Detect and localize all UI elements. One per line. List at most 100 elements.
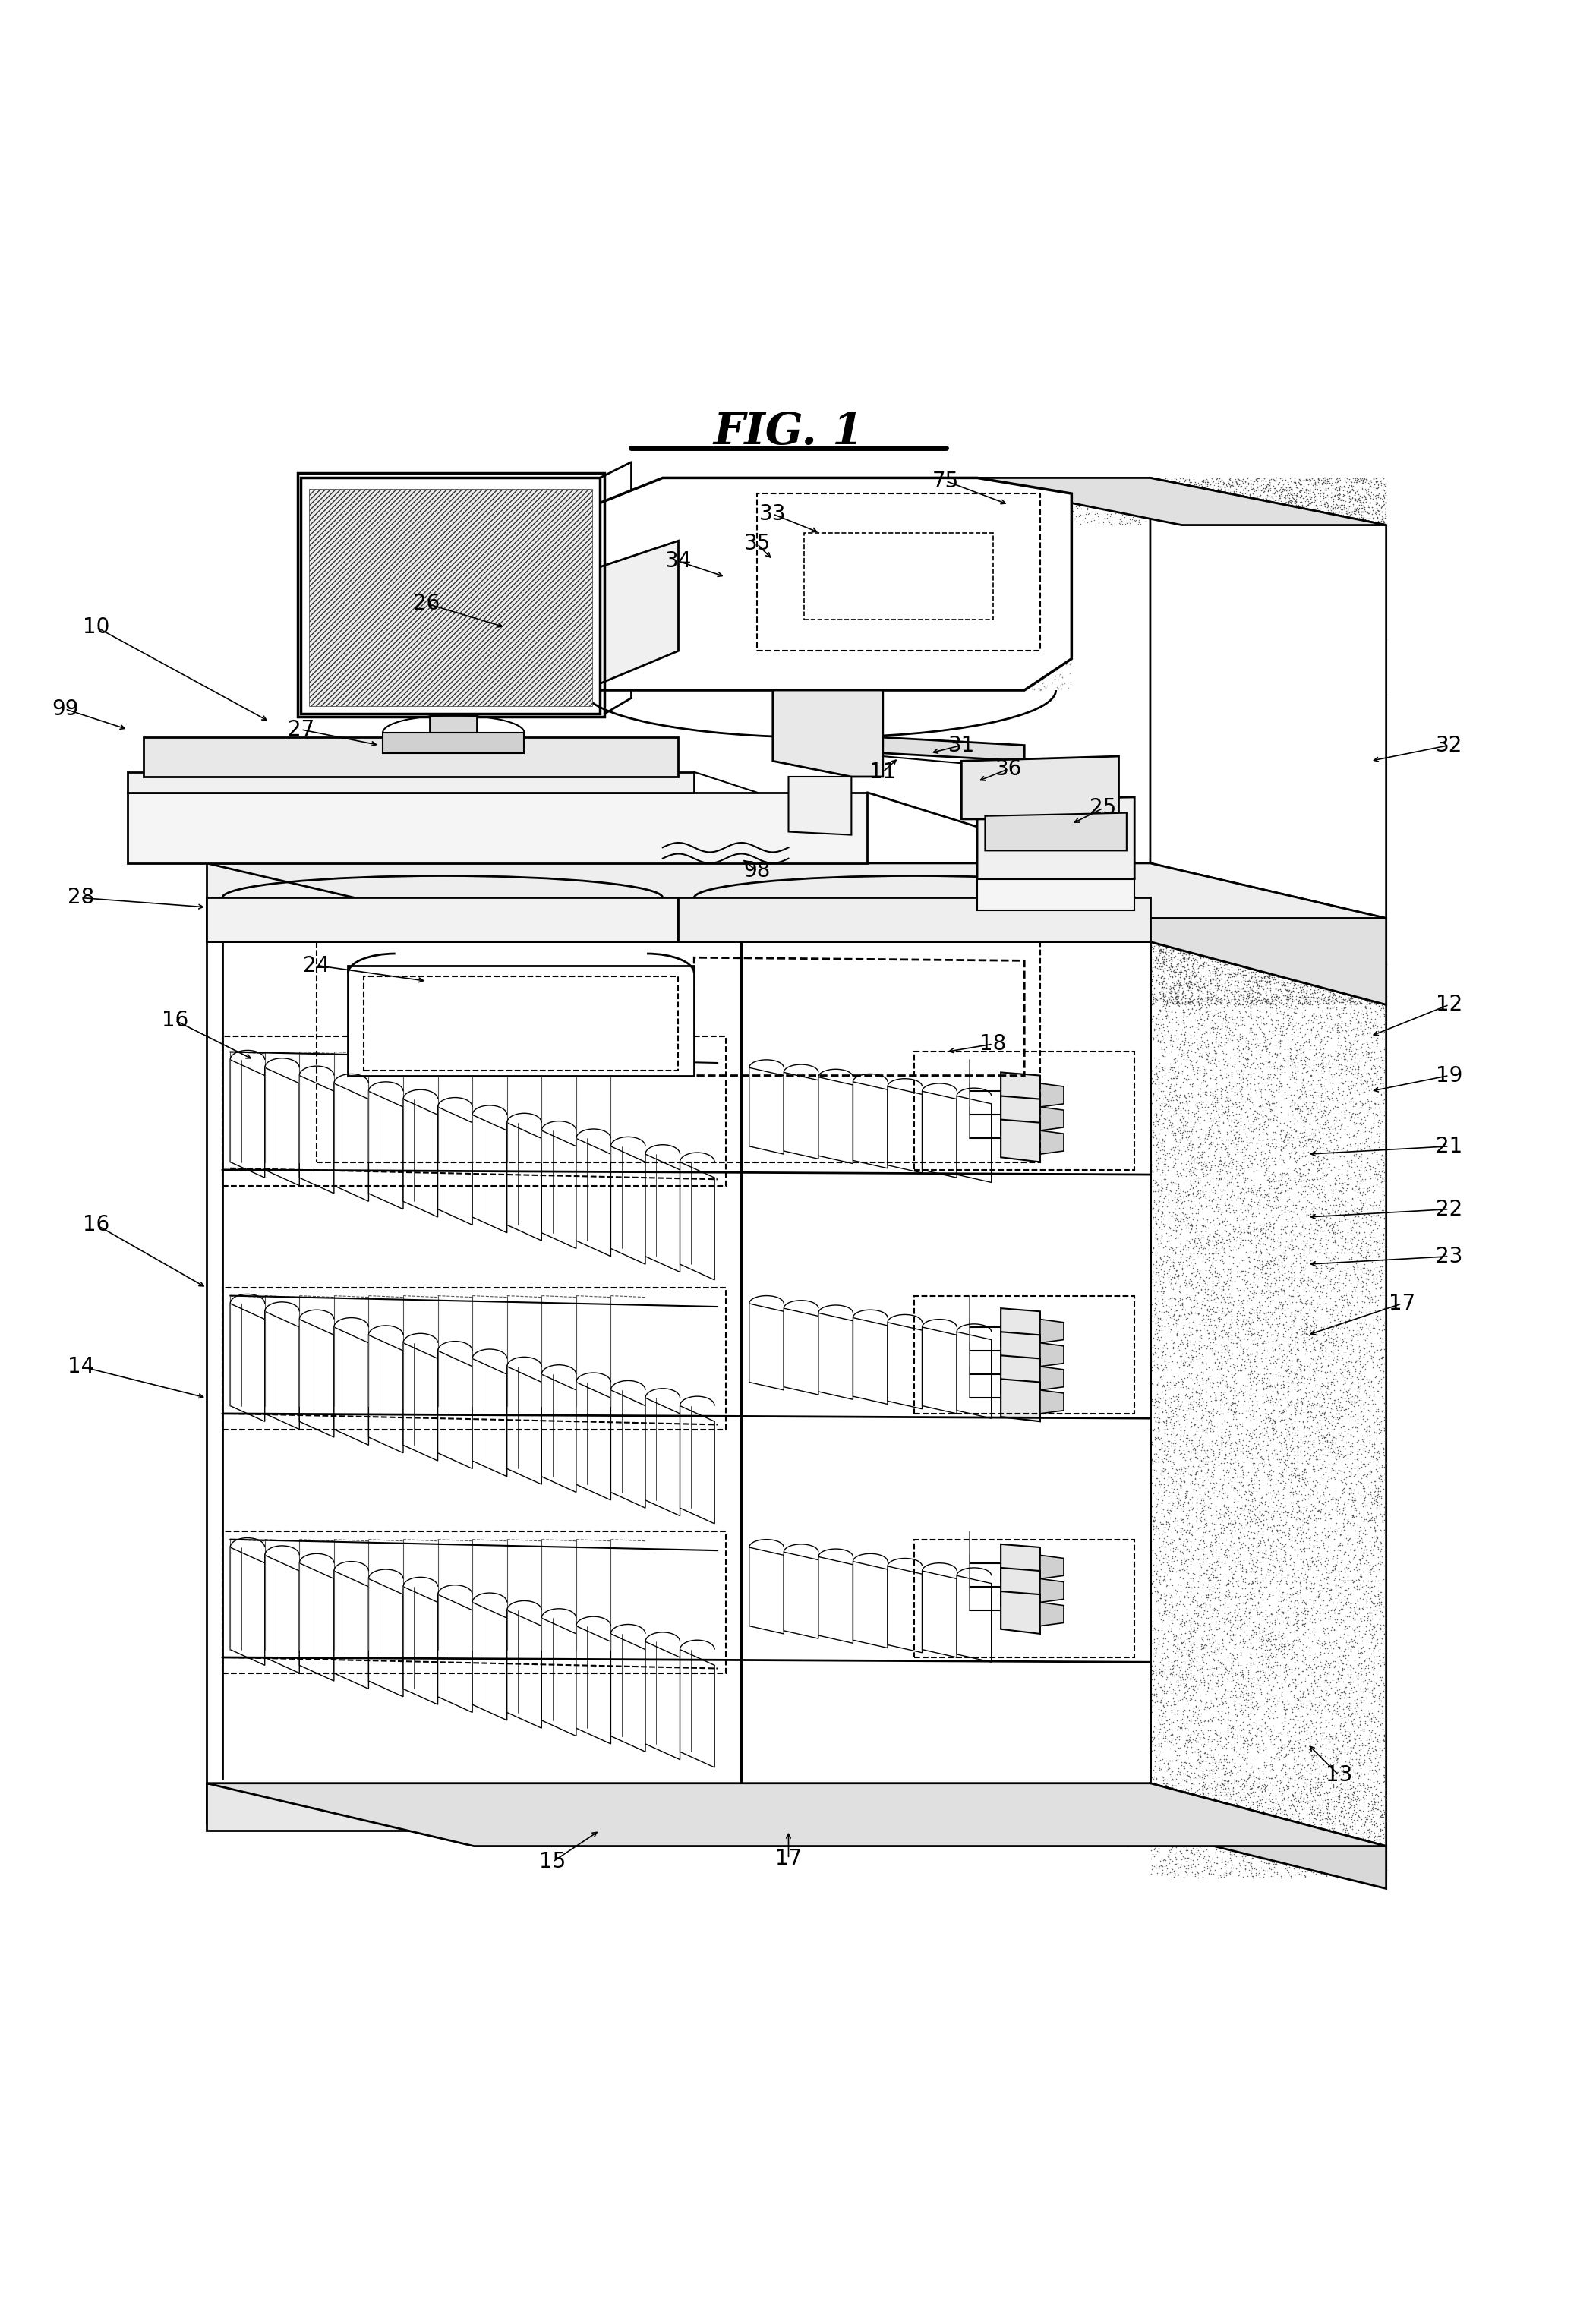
Point (1183, 992, 1208, 1030)
Point (1364, 1441, 1389, 1478)
Point (987, 467, 1012, 504)
Point (1370, 916, 1396, 953)
Point (1254, 713, 1279, 751)
Point (1265, 1178, 1290, 1215)
Point (1186, 1525, 1211, 1562)
Point (1169, 1141, 1194, 1178)
Point (1194, 806, 1219, 844)
Point (1331, 597, 1356, 634)
Point (588, 1806, 613, 1843)
Point (1244, 1487, 1269, 1525)
Point (702, 539, 727, 576)
Point (907, 593, 932, 630)
Point (1331, 562, 1356, 600)
Point (1334, 834, 1359, 872)
Point (558, 1799, 583, 1836)
Point (1236, 1055, 1262, 1092)
Point (1322, 1513, 1347, 1550)
Point (1233, 1020, 1258, 1057)
Point (1240, 1664, 1265, 1701)
Point (1251, 1190, 1276, 1227)
Point (1197, 1820, 1222, 1857)
Point (1057, 488, 1082, 525)
Point (213, 1627, 238, 1664)
Point (844, 521, 869, 558)
Point (1271, 1662, 1296, 1699)
Point (1355, 581, 1380, 618)
Point (585, 1796, 610, 1834)
Point (1247, 946, 1273, 983)
Point (1287, 892, 1312, 930)
Point (990, 583, 1016, 621)
Point (1210, 934, 1235, 971)
Point (913, 479, 938, 516)
Point (1251, 944, 1276, 981)
Point (1364, 1815, 1389, 1852)
Point (1184, 1174, 1210, 1211)
Point (1143, 1676, 1169, 1713)
Point (1244, 558, 1269, 595)
Point (1252, 488, 1277, 525)
Point (211, 1534, 237, 1571)
Point (1211, 632, 1236, 669)
Point (710, 600, 735, 637)
Point (1243, 892, 1268, 930)
Point (1197, 832, 1222, 869)
Point (1213, 1848, 1238, 1885)
Point (1342, 539, 1367, 576)
Point (1022, 588, 1047, 625)
Point (1271, 1615, 1296, 1652)
Point (724, 483, 749, 521)
Point (1030, 618, 1055, 655)
Point (1344, 1594, 1369, 1631)
Point (785, 544, 811, 581)
Point (1172, 1297, 1197, 1334)
Point (1367, 1064, 1392, 1102)
Point (1087, 1817, 1112, 1855)
Point (227, 1067, 252, 1104)
Point (1323, 990, 1348, 1027)
Point (1183, 1803, 1208, 1841)
Point (733, 530, 759, 567)
Point (1323, 697, 1348, 734)
Point (1153, 802, 1178, 839)
Point (238, 1285, 263, 1322)
Point (1008, 572, 1033, 609)
Point (844, 469, 869, 507)
Point (1153, 732, 1178, 769)
Point (1263, 985, 1288, 1023)
Point (1252, 832, 1277, 869)
Point (1326, 758, 1351, 795)
Point (1036, 555, 1061, 593)
Point (1274, 1239, 1299, 1276)
Point (229, 1683, 254, 1720)
Point (1173, 1083, 1199, 1120)
Point (1257, 1576, 1282, 1613)
Point (1347, 507, 1372, 544)
Point (665, 623, 691, 660)
Point (1195, 688, 1221, 725)
Point (1258, 974, 1284, 1011)
Point (1183, 762, 1208, 799)
Point (1331, 1418, 1356, 1455)
Point (1361, 1369, 1386, 1406)
Point (1009, 655, 1035, 693)
Point (1351, 1783, 1377, 1820)
Point (1372, 730, 1397, 767)
Point (1328, 1659, 1353, 1697)
Point (1025, 1780, 1050, 1817)
Point (1285, 1034, 1310, 1071)
Point (214, 1392, 240, 1429)
Point (1227, 860, 1252, 897)
Point (948, 467, 973, 504)
Point (809, 514, 834, 551)
Point (1309, 1009, 1334, 1046)
Point (820, 586, 845, 623)
Point (1331, 616, 1356, 653)
Point (1153, 1169, 1178, 1206)
Point (1344, 1692, 1369, 1729)
Point (1355, 1569, 1380, 1606)
Point (1142, 1808, 1167, 1845)
Point (1244, 1334, 1269, 1371)
Point (1342, 906, 1367, 944)
